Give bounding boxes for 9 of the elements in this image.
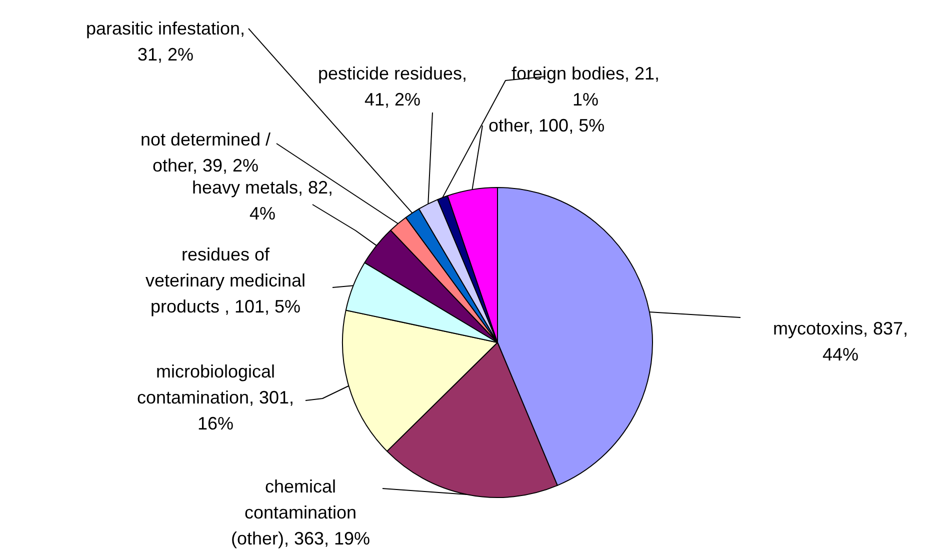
slice-label: pesticide residues, 41, 2% — [318, 64, 468, 110]
slice-label: chemical contamination (other), 363, 19% — [230, 476, 370, 548]
slice-label: microbiological contamination, 301, 16% — [136, 362, 294, 434]
slice-label: mycotoxins, 837, 44% — [772, 318, 908, 364]
slice-label: foreign bodies, 21, 1% — [511, 64, 660, 110]
slice-label: parasitic infestation, 31, 2% — [86, 18, 246, 64]
slice-label: heavy metals, 82, 4% — [192, 178, 334, 224]
slice-label: other, 100, 5% — [488, 116, 605, 136]
legend-label: residues of veterinary medicinal products , 101, 5% — [145, 244, 306, 316]
